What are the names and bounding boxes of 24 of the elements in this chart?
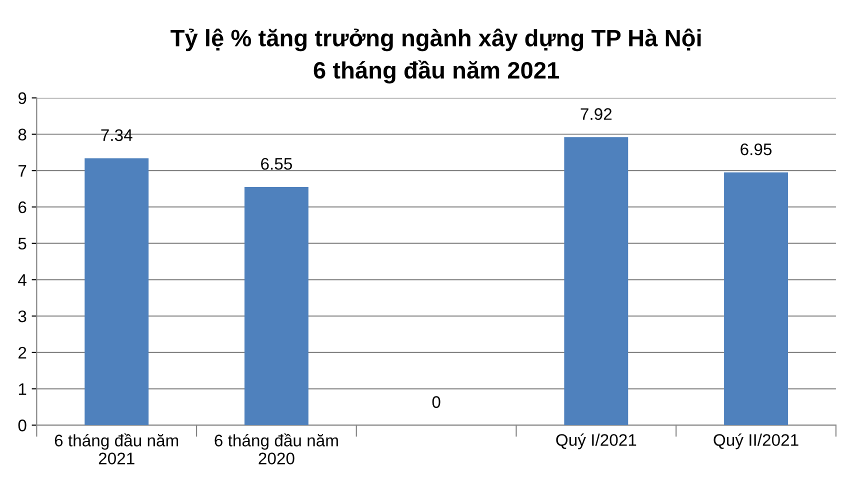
data-label: 7.34 [101,129,132,142]
x-tick-label: 6 tháng đầu năm 2020 [214,433,338,464]
x-tick-label: Quý I/2021 [556,433,636,450]
y-tick-label: 2 [18,346,26,358]
data-label: 0 [432,396,440,408]
data-label: 6.95 [740,143,772,156]
y-tick-label: 1 [18,383,26,395]
chart-title: Tỷ lệ % tăng trưởng ngành xây dựng TP Hà Nội 6 tháng đầu năm 2021 [170,28,701,84]
y-tick-label: 4 [18,274,26,286]
bar [84,158,149,426]
y-tick-label: 0 [18,420,26,432]
data-label: 6.55 [261,158,292,170]
x-tick-label: Quý II/2021 [714,433,798,450]
x-tick-label: 6 tháng đầu năm 2021 [54,433,178,464]
bar [244,186,308,426]
y-tick-label: 7 [18,165,26,177]
y-tick-label: 6 [18,201,26,214]
bar [724,172,788,426]
y-tick-label: 9 [18,92,26,104]
data-label: 7.92 [580,108,612,120]
bar [564,137,628,426]
y-tick-label: 5 [18,238,26,250]
y-tick-label: 8 [18,128,26,140]
y-tick-label: 3 [18,310,26,322]
